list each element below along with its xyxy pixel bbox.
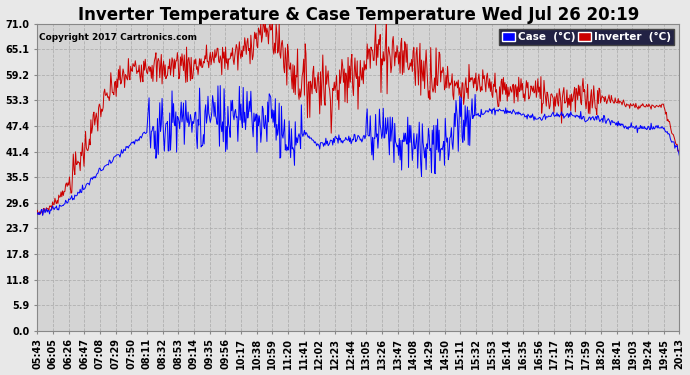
- Legend: Case  (°C), Inverter  (°C): Case (°C), Inverter (°C): [499, 29, 674, 45]
- Title: Inverter Temperature & Case Temperature Wed Jul 26 20:19: Inverter Temperature & Case Temperature …: [78, 6, 639, 24]
- Text: Copyright 2017 Cartronics.com: Copyright 2017 Cartronics.com: [39, 33, 197, 42]
